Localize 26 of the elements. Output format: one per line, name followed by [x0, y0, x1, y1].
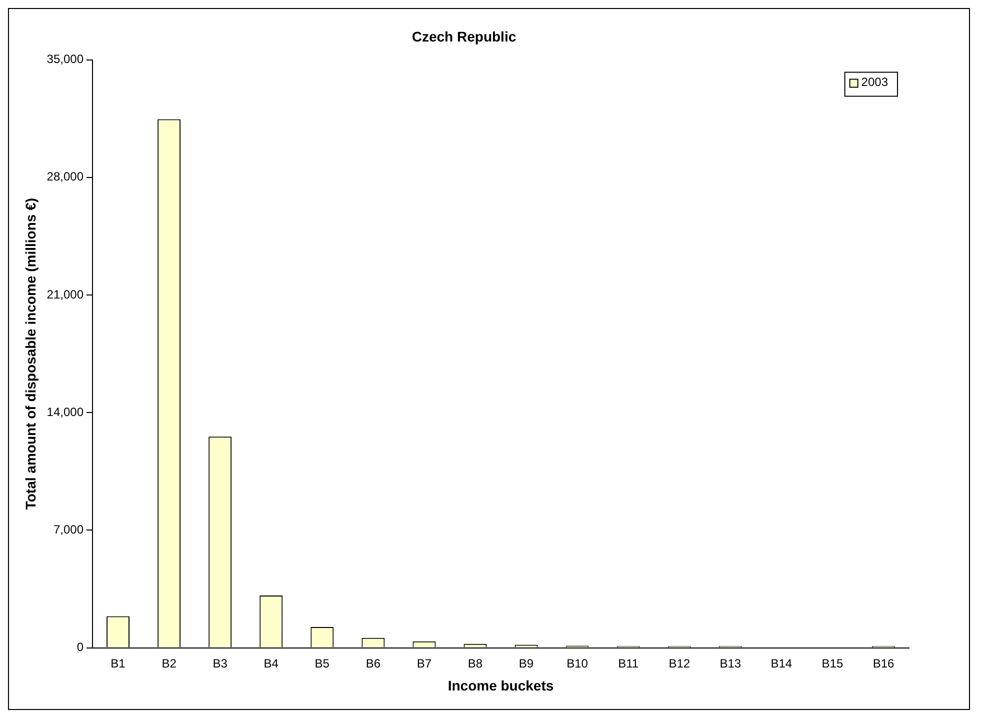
x-tick-label: B15 [822, 656, 844, 670]
x-tick-label: B13 [720, 656, 742, 670]
x-tick-label: B16 [872, 656, 894, 670]
x-tick-label: B4 [264, 656, 279, 670]
y-tick-label: 35,000 [46, 52, 84, 66]
x-tick-label: B11 [618, 656, 639, 670]
x-tick-label: B6 [366, 656, 381, 670]
legend-label: 2003 [861, 75, 888, 90]
x-tick-label: B1 [110, 656, 126, 670]
y-tick-label: 0 [76, 640, 84, 654]
chart-title: Czech Republic [412, 28, 516, 44]
y-tick-label: 21,000 [46, 287, 84, 302]
y-tick-label: 7,000 [53, 522, 84, 537]
x-tick-label: B8 [468, 656, 483, 670]
x-tick-label: B14 [770, 656, 792, 670]
y-tick-label: 14,000 [46, 404, 84, 419]
x-tick-label: B7 [416, 656, 432, 670]
x-axis-title: Income buckets [448, 677, 554, 694]
x-tick-label: B2 [162, 656, 177, 670]
y-tick-label: 28,000 [46, 170, 84, 184]
x-tick-label: B5 [314, 656, 330, 670]
x-tick-label: B9 [518, 656, 534, 670]
x-tick-label: B12 [668, 656, 690, 670]
x-tick-label: B3 [212, 656, 228, 670]
y-axis-title: Total amount of disposable income (millions €) [22, 198, 38, 510]
x-tick-label: B10 [566, 656, 588, 670]
